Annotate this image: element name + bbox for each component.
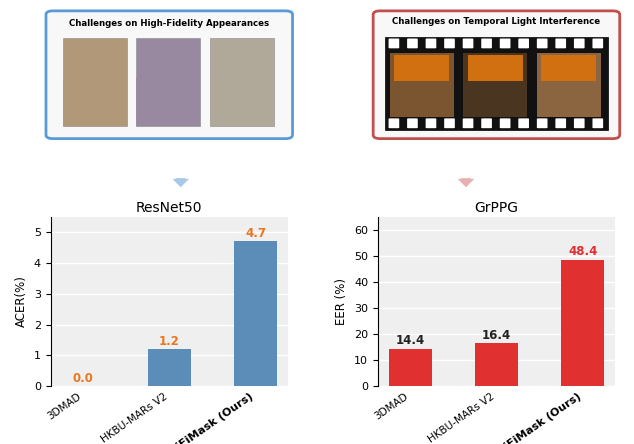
FancyBboxPatch shape: [537, 119, 548, 128]
Bar: [136, 38, 200, 127]
Text: Challenges on High-Fidelity Appearances: Challenges on High-Fidelity Appearances: [69, 20, 269, 28]
FancyBboxPatch shape: [555, 119, 566, 128]
FancyBboxPatch shape: [500, 119, 510, 128]
Text: 16.4: 16.4: [482, 329, 511, 342]
FancyBboxPatch shape: [500, 39, 510, 48]
FancyBboxPatch shape: [425, 39, 436, 48]
Text: 4.7: 4.7: [245, 227, 266, 240]
Text: 14.4: 14.4: [396, 334, 425, 347]
FancyBboxPatch shape: [444, 119, 455, 128]
FancyBboxPatch shape: [592, 119, 603, 128]
Bar: [136, 78, 200, 127]
Title: GrPPG: GrPPG: [474, 202, 519, 215]
FancyBboxPatch shape: [592, 39, 603, 48]
Bar: [463, 53, 527, 116]
FancyBboxPatch shape: [425, 119, 436, 128]
Text: 1.2: 1.2: [159, 335, 179, 348]
Text: Challenges on Temporal Light Interference: Challenges on Temporal Light Interferenc…: [392, 17, 600, 26]
FancyBboxPatch shape: [389, 119, 399, 128]
FancyBboxPatch shape: [519, 119, 529, 128]
Bar: [390, 53, 454, 116]
FancyBboxPatch shape: [537, 39, 548, 48]
FancyBboxPatch shape: [373, 11, 619, 139]
FancyBboxPatch shape: [389, 39, 399, 48]
Bar: [63, 38, 127, 127]
Bar: [63, 78, 127, 127]
Y-axis label: ACER(%): ACER(%): [15, 276, 29, 327]
Bar: [475, 344, 518, 386]
FancyBboxPatch shape: [463, 39, 474, 48]
Title: ResNet50: ResNet50: [136, 202, 202, 215]
Text: 0.0: 0.0: [73, 372, 93, 385]
Text: 48.4: 48.4: [568, 246, 597, 258]
FancyBboxPatch shape: [481, 119, 492, 128]
FancyBboxPatch shape: [574, 119, 585, 128]
FancyBboxPatch shape: [463, 119, 474, 128]
Bar: [210, 38, 274, 127]
FancyBboxPatch shape: [574, 39, 585, 48]
Bar: [234, 241, 277, 386]
Bar: [389, 349, 432, 386]
Bar: [541, 55, 596, 81]
Bar: [394, 55, 449, 81]
Bar: [468, 55, 522, 81]
FancyBboxPatch shape: [555, 39, 566, 48]
Bar: [148, 349, 191, 386]
Bar: [561, 260, 604, 386]
FancyBboxPatch shape: [519, 39, 529, 48]
Bar: [537, 53, 601, 116]
FancyBboxPatch shape: [407, 119, 418, 128]
Bar: [210, 78, 274, 127]
FancyBboxPatch shape: [444, 39, 455, 48]
FancyBboxPatch shape: [46, 11, 292, 139]
Y-axis label: EER (%): EER (%): [335, 278, 349, 325]
FancyBboxPatch shape: [407, 39, 418, 48]
Bar: [385, 37, 608, 130]
FancyBboxPatch shape: [481, 39, 492, 48]
